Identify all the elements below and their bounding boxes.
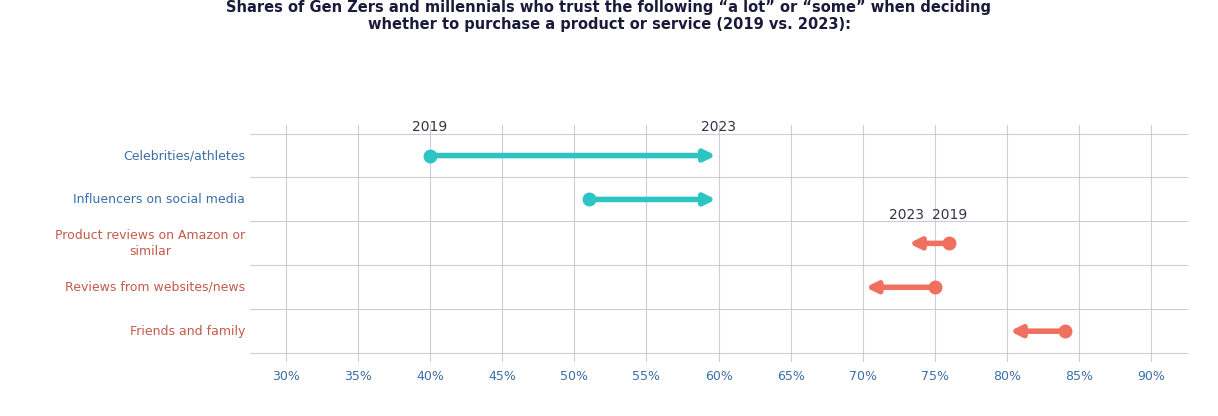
Text: Influencers on social media: Influencers on social media — [73, 193, 245, 206]
Text: Shares of Gen Zers and millennials who trust the following “a lot” or “some” whe: Shares of Gen Zers and millennials who t… — [227, 0, 991, 32]
Text: Product reviews on Amazon or
similar: Product reviews on Amazon or similar — [55, 229, 245, 258]
Text: 2019: 2019 — [932, 208, 967, 222]
Text: Friends and family: Friends and family — [130, 324, 245, 338]
Text: 2023: 2023 — [889, 208, 923, 222]
Text: 2023: 2023 — [702, 121, 736, 134]
Text: Reviews from websites/news: Reviews from websites/news — [66, 281, 245, 294]
Text: Celebrities/athletes: Celebrities/athletes — [123, 149, 245, 162]
Text: 2019: 2019 — [413, 121, 448, 134]
